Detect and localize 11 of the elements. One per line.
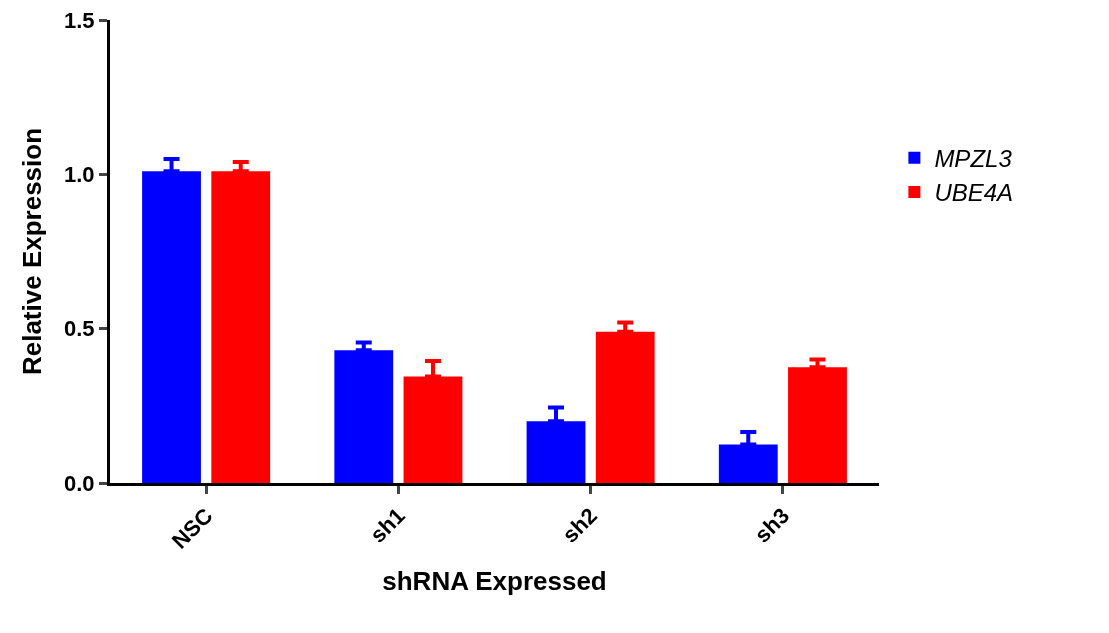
x-tick-label: sh2 — [557, 503, 602, 548]
legend-label: UBE4A — [934, 179, 1014, 207]
y-tick-label: 1.5 — [64, 7, 95, 33]
y-tick-label: 0.0 — [64, 470, 95, 496]
y-axis-title: Relative Expression — [17, 127, 48, 376]
x-tick-label: sh1 — [365, 503, 410, 548]
legend-label: MPZL3 — [934, 145, 1013, 173]
y-tick-label: 1.0 — [64, 162, 95, 188]
y-tick-label: 0.5 — [64, 316, 95, 342]
x-axis-title: shRNA Expressed — [382, 566, 607, 597]
x-tick-label: sh3 — [749, 503, 795, 548]
